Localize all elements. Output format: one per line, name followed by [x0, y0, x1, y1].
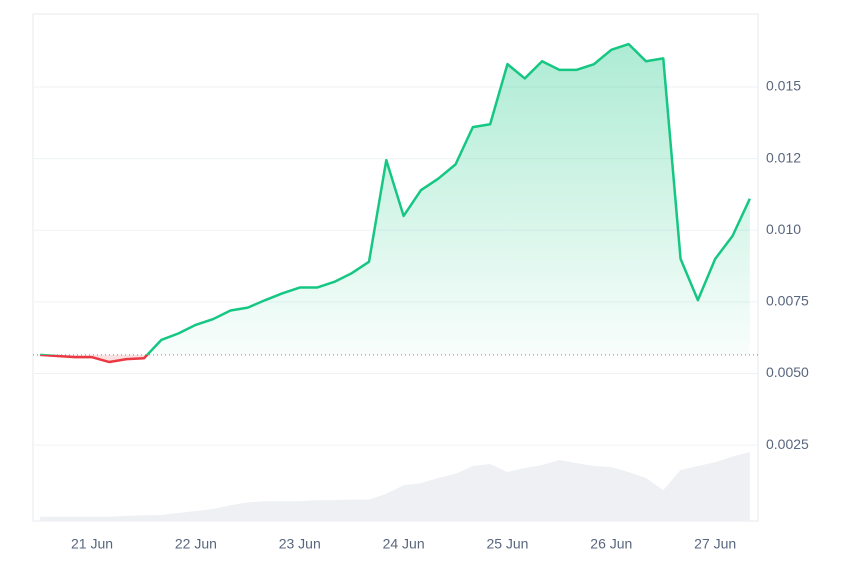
y-tick-label: 0.0025	[766, 436, 809, 452]
x-tick-label: 24 Jun	[383, 536, 425, 552]
x-tick-label: 21 Jun	[71, 536, 113, 552]
volume-area	[40, 451, 750, 521]
y-tick-label: 0.0075	[766, 293, 809, 309]
x-tick-label: 27 Jun	[694, 536, 736, 552]
price-area-down	[40, 354, 148, 363]
x-tick-label: 22 Jun	[175, 536, 217, 552]
y-tick-label: 0.0050	[766, 364, 809, 380]
y-tick-label: 0.012	[766, 149, 801, 165]
price-line-up	[40, 42, 751, 355]
y-tick-label: 0.010	[766, 221, 801, 237]
x-tick-label: 26 Jun	[590, 536, 632, 552]
y-tick-label: 0.015	[766, 78, 801, 94]
x-tick-label: 25 Jun	[486, 536, 528, 552]
x-tick-label: 23 Jun	[279, 536, 321, 552]
price-area-up	[40, 44, 750, 355]
